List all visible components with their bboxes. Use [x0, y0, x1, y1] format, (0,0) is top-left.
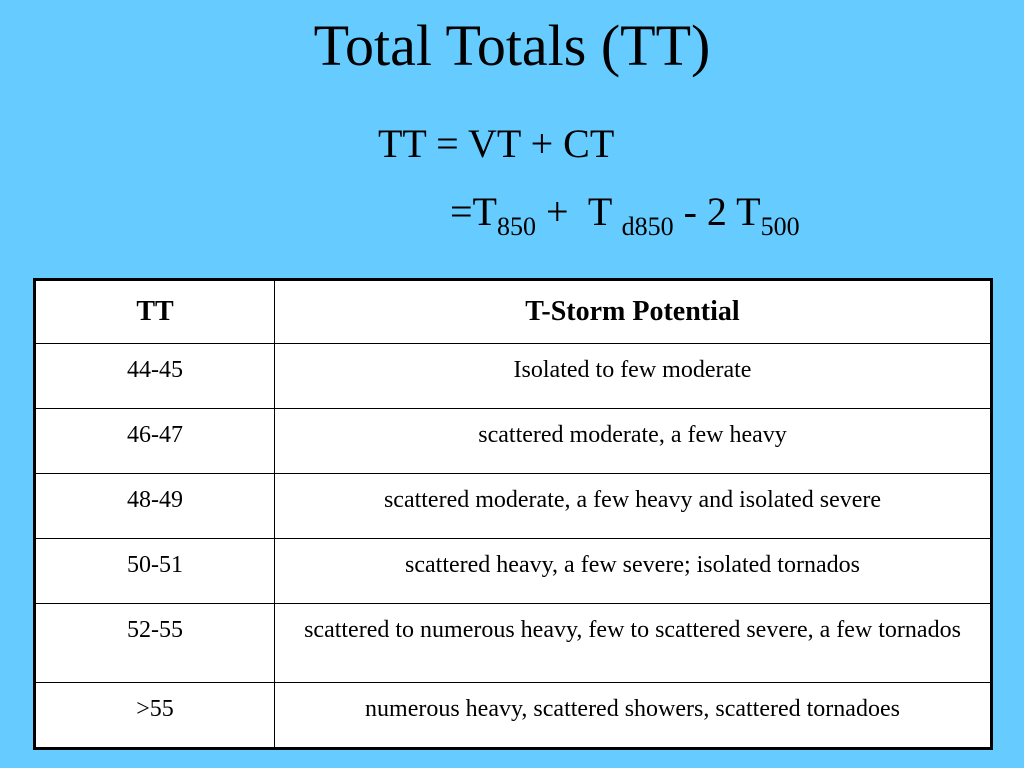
header-tstorm-potential: T-Storm Potential	[274, 279, 992, 344]
cell-potential: numerous heavy, scattered showers, scatt…	[274, 682, 992, 749]
slide-title: Total Totals (TT)	[313, 13, 711, 78]
cell-tt-range: 48-49	[34, 473, 275, 539]
cell-tt-range: 44-45	[34, 343, 275, 409]
cell-potential: Isolated to few moderate	[274, 343, 992, 409]
table-row: >55 numerous heavy, scattered showers, s…	[34, 682, 992, 749]
cell-tt-range: 52-55	[34, 603, 275, 683]
formula-tt-definition: TT = VT + CT	[378, 121, 615, 166]
table-header-row: TT T-Storm Potential	[34, 279, 992, 344]
cell-tt-range: 46-47	[34, 408, 275, 474]
table-row: 48-49 scattered moderate, a few heavy an…	[34, 473, 992, 539]
formula-tt-expansion: =T850 + T d850 - 2 T500	[450, 189, 800, 240]
cell-potential: scattered moderate, a few heavy	[274, 408, 992, 474]
formula-td-symbol: T	[587, 189, 612, 234]
cell-tt-range: >55	[34, 682, 275, 749]
table-row: 52-55 scattered to numerous heavy, few t…	[34, 603, 992, 683]
formula-minus-two-t: - 2 T	[683, 189, 761, 234]
table-row: 50-51 scattered heavy, a few severe; iso…	[34, 538, 992, 604]
table-row: 44-45 Isolated to few moderate	[34, 343, 992, 409]
tt-potential-table: TT T-Storm Potential 44-45 Isolated to f…	[33, 278, 993, 750]
formula-plus: +	[546, 189, 569, 234]
table-row: 46-47 scattered moderate, a few heavy	[34, 408, 992, 474]
cell-potential: scattered heavy, a few severe; isolated …	[274, 538, 992, 604]
cell-potential: scattered moderate, a few heavy and isol…	[274, 473, 992, 539]
formula-td850-subscript: d850	[621, 212, 674, 241]
cell-potential: scattered to numerous heavy, few to scat…	[274, 603, 992, 683]
formula-t850-prefix: =T	[450, 189, 497, 234]
cell-tt-range: 50-51	[34, 538, 275, 604]
formula-t850-subscript: 850	[497, 212, 536, 241]
formula-t500-subscript: 500	[760, 212, 800, 241]
header-tt: TT	[34, 279, 275, 344]
